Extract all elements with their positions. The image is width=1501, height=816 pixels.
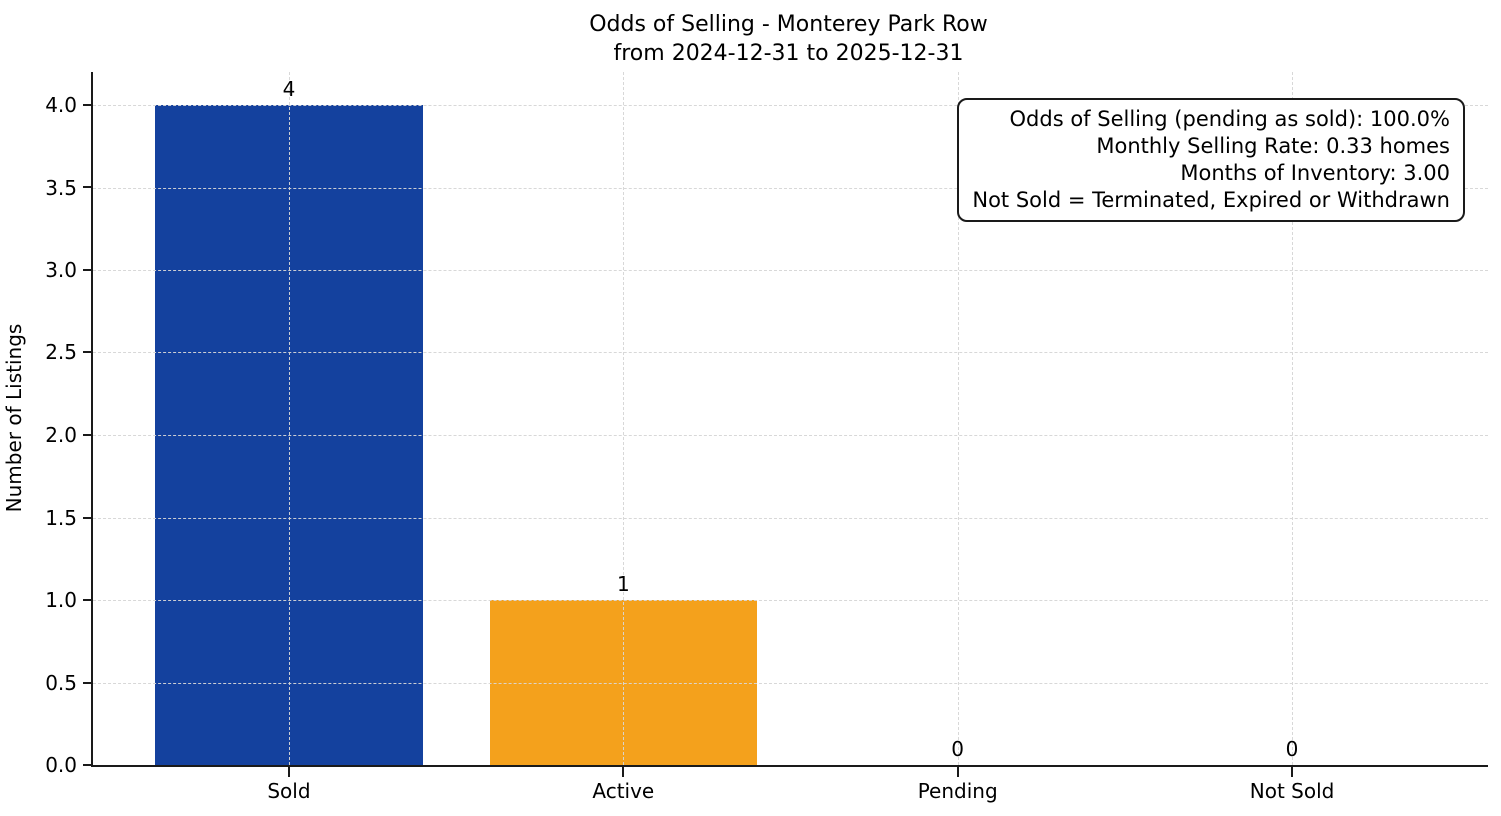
y-tick-mark — [83, 104, 91, 106]
x-gridline — [623, 72, 625, 765]
y-tick-mark — [83, 764, 91, 766]
bar-value-label: 0 — [951, 737, 965, 761]
chart-title: Odds of Selling - Monterey Park Row — [589, 12, 988, 37]
y-gridline — [93, 682, 1488, 684]
y-tick-mark — [83, 433, 91, 436]
y-gridline — [93, 517, 1488, 519]
y-tick-label: 2.5 — [45, 340, 77, 365]
y-tick-mark — [83, 351, 91, 354]
x-gridline — [1292, 72, 1294, 765]
x-tick-mark — [956, 767, 959, 777]
x-tick-label-pending: Pending — [917, 779, 998, 803]
plot-area: 0.0 0.5 1.0 1.5 2.0 2.5 3.0 3.5 4.0 Sold 4 Active 1 P… — [45, 72, 1488, 803]
bar-value-label: 1 — [616, 572, 630, 596]
annotation-line: Monthly Selling Rate: 0.33 homes — [1096, 134, 1450, 158]
y-gridline — [93, 105, 1488, 106]
y-tick-mark — [83, 186, 91, 189]
y-tick-mark — [83, 516, 91, 519]
annotation-line: Odds of Selling (pending as sold): 100.0… — [1009, 107, 1450, 131]
x-tick-label-sold: Sold — [267, 779, 311, 803]
y-tick-mark — [83, 268, 91, 271]
y-tick-label: 1.0 — [45, 588, 77, 612]
y-tick-label: 0.0 — [45, 753, 77, 777]
annotation-box: Odds of Selling (pending as sold): 100.0… — [957, 98, 1465, 222]
y-tick-label: 3.5 — [45, 175, 77, 200]
x-tick-mark — [287, 767, 290, 777]
bar-value-label: 4 — [282, 77, 296, 101]
y-tick-label: 1.5 — [45, 505, 77, 530]
x-tick-label-active: Active — [592, 779, 655, 803]
x-gridline — [957, 72, 959, 765]
y-gridline — [93, 435, 1488, 436]
y-tick-label: 3.0 — [45, 258, 77, 282]
y-tick-mark — [83, 681, 91, 684]
x-tick-mark — [622, 767, 625, 777]
y-gridline — [93, 352, 1488, 354]
y-gridline — [93, 270, 1488, 271]
y-gridline — [93, 187, 1488, 189]
chart-title-block: Odds of Selling - Monterey Park Row from… — [91, 10, 1486, 68]
x-tick-mark — [1291, 767, 1294, 777]
y-gridline — [93, 600, 1488, 601]
y-tick-label: 4.0 — [45, 93, 77, 117]
y-axis-label: Number of Listings — [2, 323, 26, 513]
y-tick-label: 2.0 — [45, 423, 77, 447]
chart-subtitle: from 2024-12-31 to 2025-12-31 — [613, 41, 964, 66]
x-gridline — [288, 72, 290, 765]
y-tick-label: 0.5 — [45, 670, 77, 695]
annotation-line: Not Sold = Terminated, Expired or Withdr… — [972, 188, 1450, 212]
x-tick-label-not-sold: Not Sold — [1249, 779, 1335, 803]
bar-value-label: 0 — [1285, 737, 1299, 761]
annotation-line: Months of Inventory: 3.00 — [1180, 161, 1450, 185]
y-tick-mark — [83, 599, 91, 601]
